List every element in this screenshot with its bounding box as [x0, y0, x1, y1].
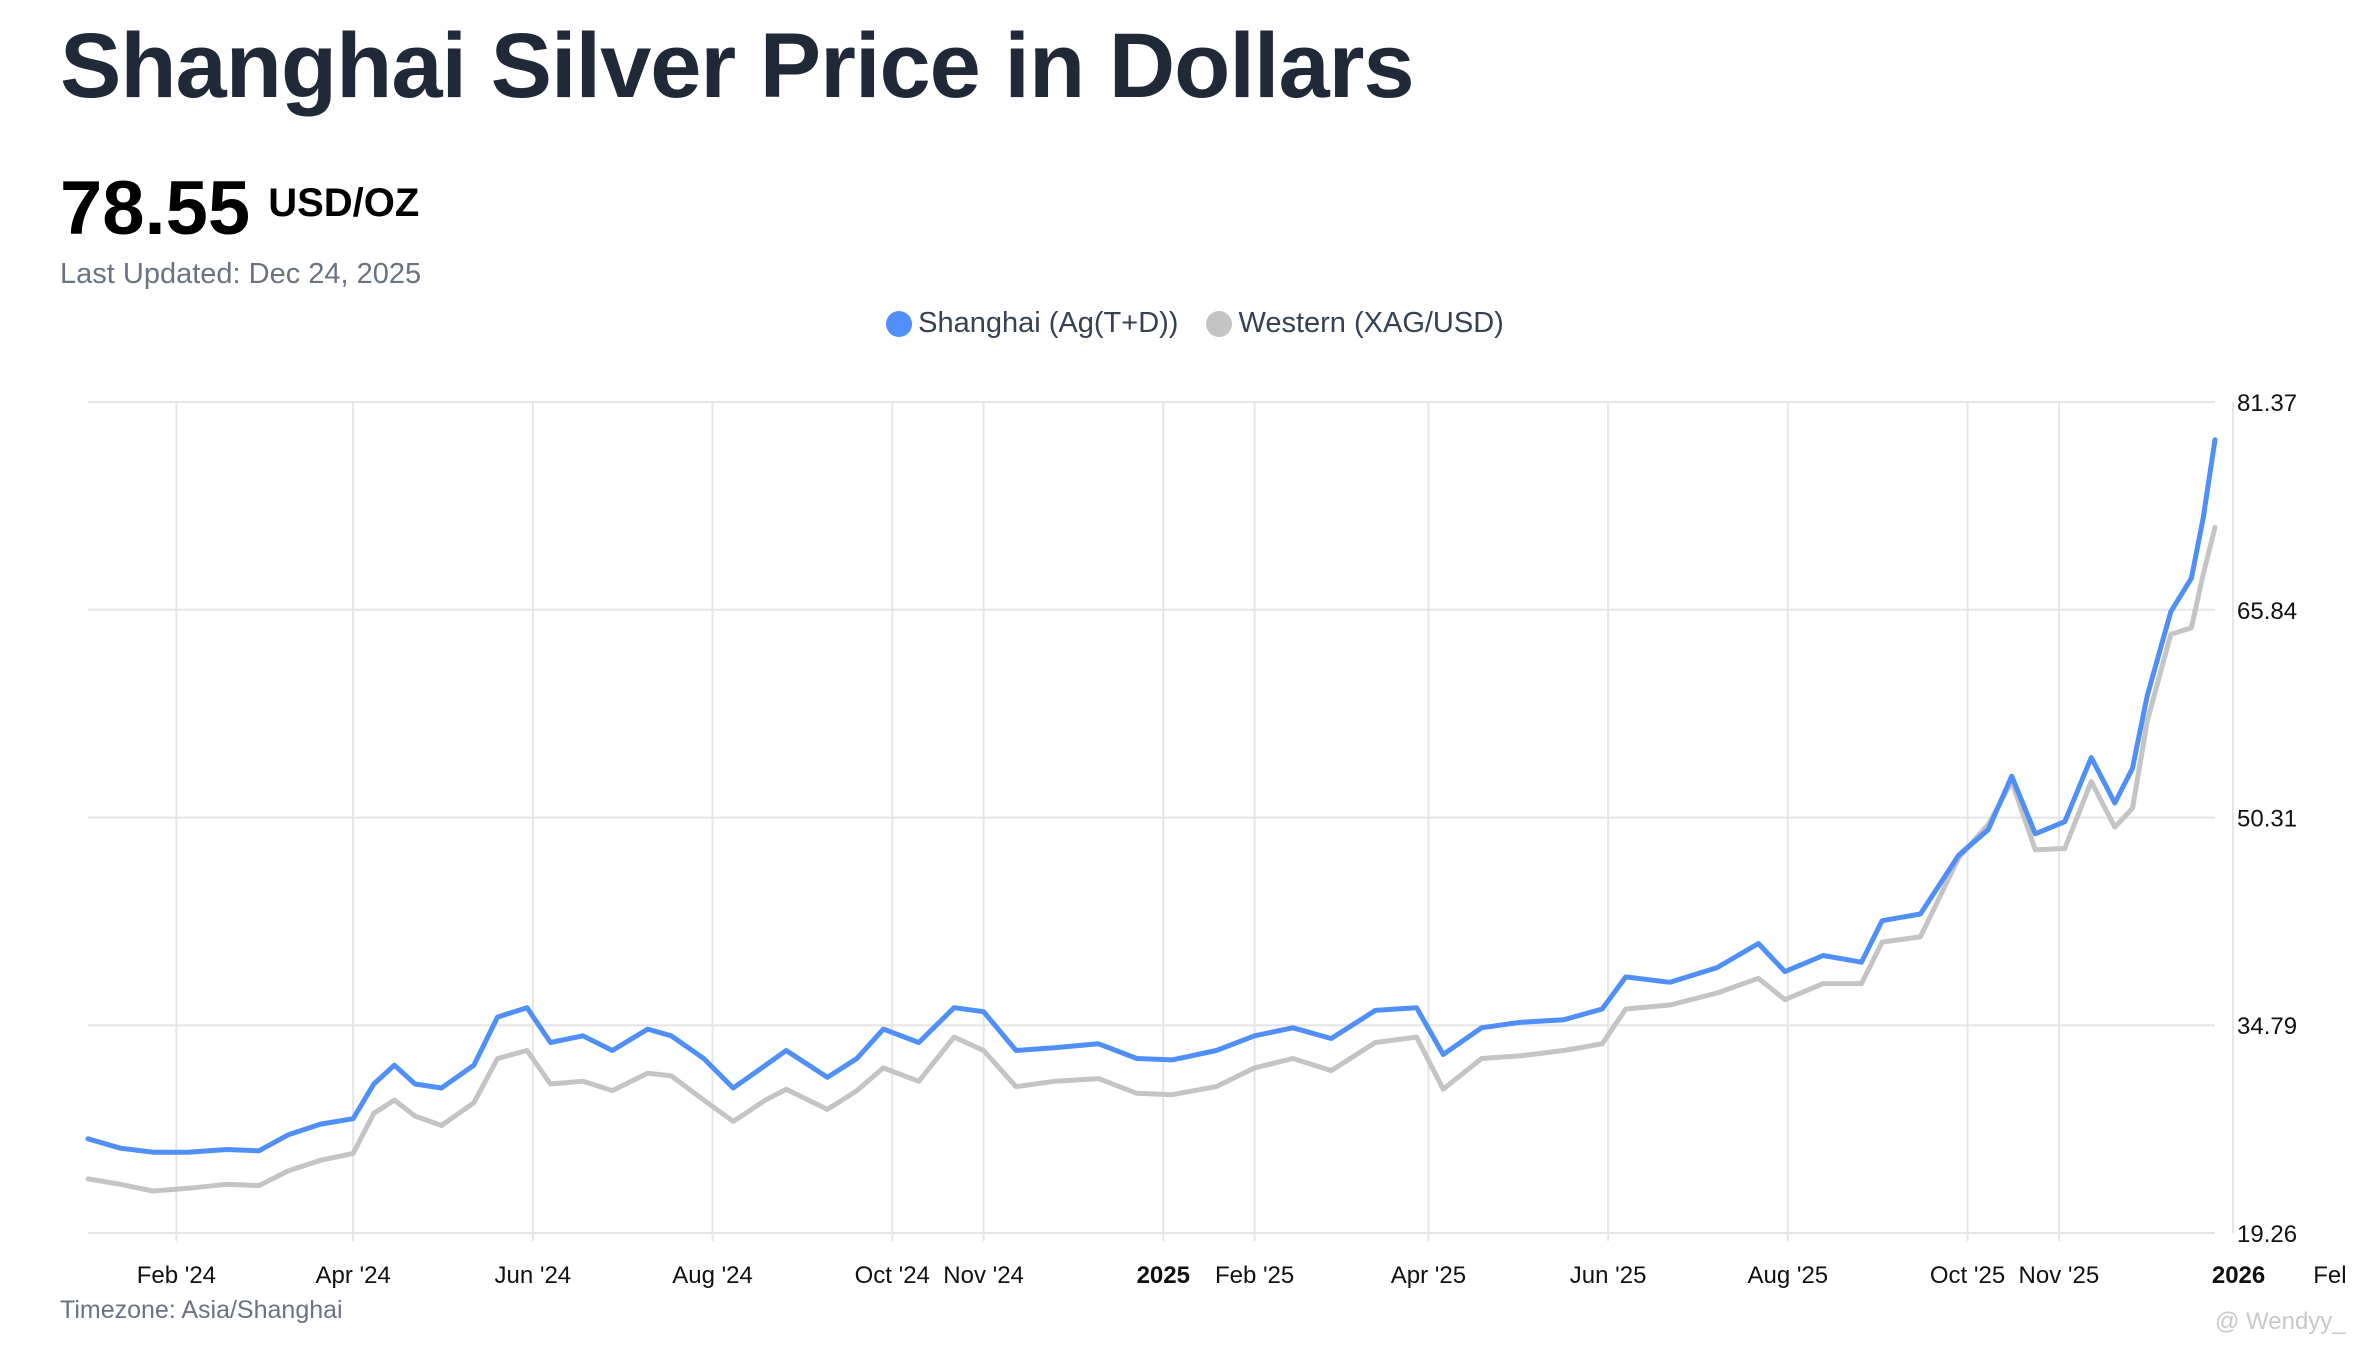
y-tick-label: 19.26 — [2237, 1221, 2297, 1248]
price-unit: USD/OZ — [268, 181, 420, 225]
x-tick-label: Feb '25 — [1215, 1262, 1294, 1289]
x-tick-label: Fel — [2313, 1262, 2346, 1289]
legend-dot-western — [1206, 310, 1233, 337]
x-tick-label: Apr '24 — [315, 1262, 390, 1289]
watermark: @ Wendyy_ — [2215, 1308, 2346, 1335]
price-value: 78.55 — [60, 166, 251, 251]
y-tick-label: 81.37 — [2237, 390, 2297, 417]
x-tick-label: Oct '25 — [1930, 1262, 2005, 1289]
legend-item-western[interactable]: Western (XAG/USD) — [1206, 307, 1504, 340]
chart-legend: Shanghai (Ag(T+D)) Western (XAG/USD) — [0, 307, 2380, 340]
x-tick-label: Apr '25 — [1391, 1262, 1466, 1289]
x-tick-label: Feb '24 — [137, 1262, 216, 1289]
current-price: 78.55 USD/OZ — [60, 165, 419, 252]
series-line-western — [85, 524, 2218, 1194]
legend-dot-shanghai — [886, 310, 913, 337]
legend-label-shanghai: Shanghai (Ag(T+D)) — [918, 307, 1179, 339]
x-tick-label: 2025 — [1137, 1262, 1190, 1289]
x-tick-label: Aug '24 — [672, 1262, 753, 1289]
x-tick-label: Oct '24 — [855, 1262, 930, 1289]
x-tick-label: Jun '24 — [495, 1262, 572, 1289]
timezone-note: Timezone: Asia/Shanghai — [60, 1296, 343, 1324]
y-tick-label: 65.84 — [2237, 598, 2297, 625]
x-tick-label: 2026 — [2212, 1262, 2265, 1289]
x-tick-label: Nov '24 — [943, 1262, 1024, 1289]
x-tick-label: Aug '25 — [1748, 1262, 1829, 1289]
page-title: Shanghai Silver Price in Dollars — [60, 15, 1415, 117]
legend-label-western: Western (XAG/USD) — [1238, 307, 1504, 339]
x-tick-label: Jun '25 — [1570, 1262, 1647, 1289]
series-line-shanghai — [85, 437, 2218, 1155]
y-tick-label: 34.79 — [2237, 1013, 2297, 1040]
legend-item-shanghai[interactable]: Shanghai (Ag(T+D)) — [886, 307, 1178, 340]
last-updated: Last Updated: Dec 24, 2025 — [60, 258, 422, 290]
x-tick-label: Nov '25 — [2019, 1262, 2100, 1289]
y-tick-label: 50.31 — [2237, 806, 2297, 833]
